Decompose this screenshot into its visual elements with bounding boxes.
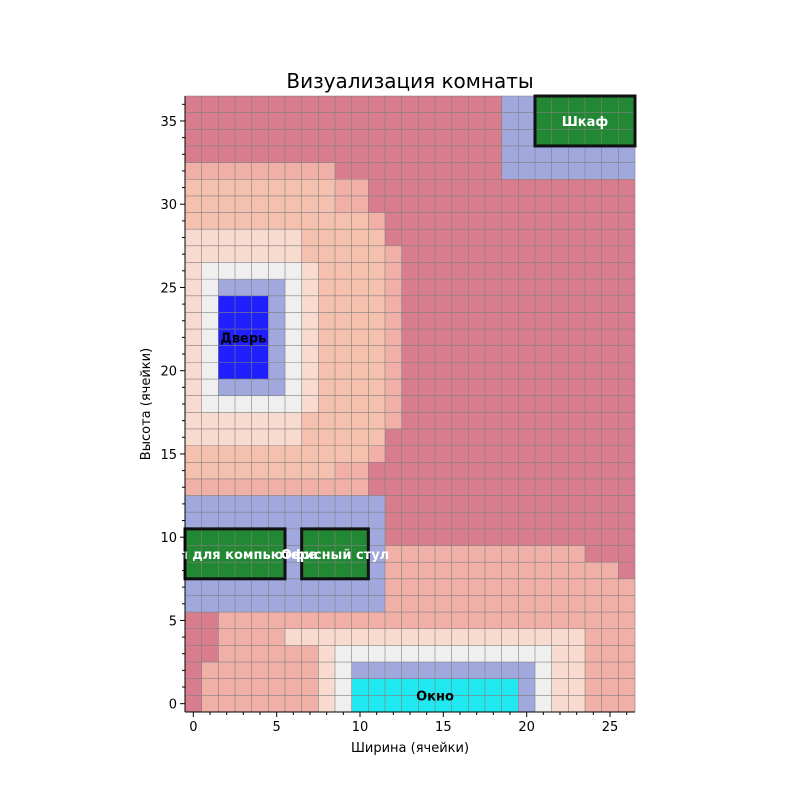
x-axis: 0 5 10 15 20 25	[185, 711, 635, 735]
zone-cell-block	[368, 229, 385, 446]
zone-cell-block	[585, 545, 635, 563]
y-tick-label: 5	[169, 614, 177, 629]
zone-cell-block	[301, 262, 319, 413]
x-tick-label: 0	[189, 720, 197, 735]
y-axis: 0 5 10 15 20 25 30 35	[160, 96, 186, 713]
y-tick-label: 10	[160, 531, 177, 546]
x-tick-label: 15	[435, 720, 452, 735]
object-border	[533, 94, 637, 148]
object-label: Дверь	[220, 331, 266, 346]
zone-cell-block	[618, 562, 635, 579]
object-border-layer	[183, 94, 637, 581]
x-tick-label: 10	[352, 720, 369, 735]
zone-cell-block	[385, 245, 402, 429]
object-label: Офисный стул	[281, 548, 389, 563]
object-rect	[218, 295, 269, 380]
x-tick-label: 20	[518, 720, 535, 735]
grid-lines	[184, 95, 636, 713]
y-tick-label: 20	[160, 365, 177, 380]
y-tick-label: 25	[160, 281, 177, 296]
x-tick-label: 5	[273, 720, 281, 735]
object-label: Стол для компьютера	[152, 548, 318, 563]
x-tick-label: 25	[602, 720, 619, 735]
y-axis-label: Высота (ячейки)	[139, 348, 154, 460]
zone-cell-block	[201, 662, 219, 712]
y-tick-label: 15	[160, 448, 177, 463]
y-tick-label: 30	[160, 198, 177, 213]
object-label: Окно	[416, 689, 454, 704]
chart-title: Визуализация комнаты	[286, 69, 533, 93]
zone-layer	[185, 96, 635, 712]
y-tick-label: 35	[160, 115, 177, 130]
zone-cell-block	[285, 628, 569, 646]
object-label: Шкаф	[562, 115, 609, 130]
object-border	[300, 527, 370, 581]
x-axis-label: Ширина (ячейки)	[351, 741, 469, 756]
y-tick-label: 0	[169, 698, 177, 713]
